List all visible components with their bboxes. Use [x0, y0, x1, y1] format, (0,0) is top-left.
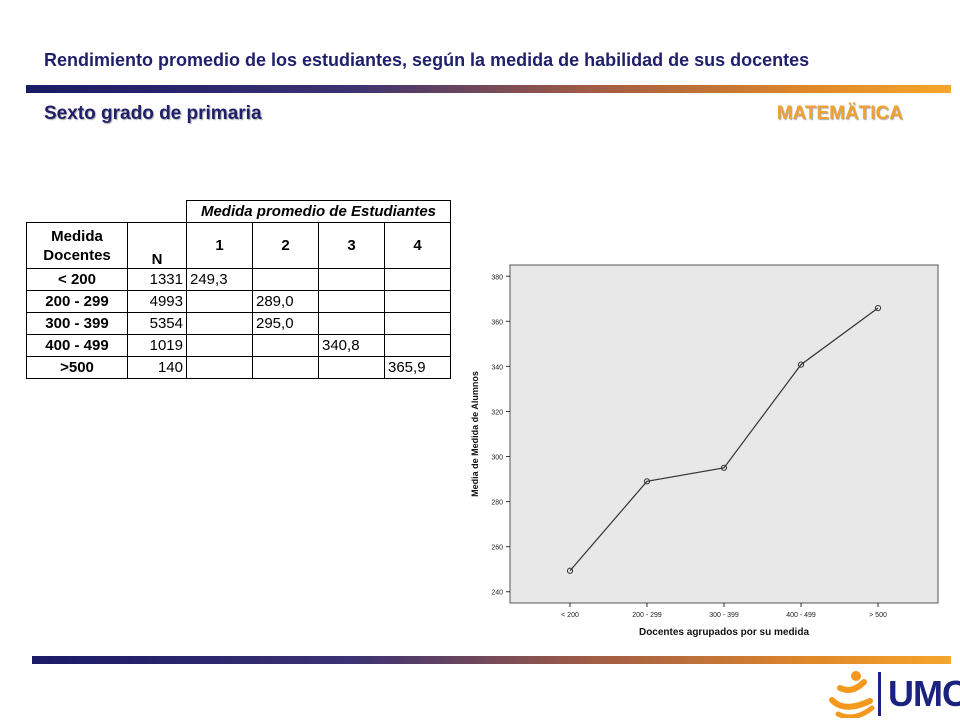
x-tick-label: 400 - 499 — [786, 612, 816, 619]
row-value — [318, 356, 385, 379]
results-table: Medida promedio de Estudiantes Medida Do… — [26, 200, 451, 379]
y-tick-label: 260 — [491, 545, 503, 552]
row-value — [186, 356, 253, 379]
table-header-group: 4 — [384, 222, 451, 269]
x-tick-label: 200 - 299 — [632, 612, 662, 619]
header-divider — [26, 85, 951, 93]
row-label: 400 - 499 — [26, 334, 128, 357]
row-n: 5354 — [127, 312, 187, 335]
y-tick-label: 380 — [491, 274, 503, 281]
x-tick-label: 300 - 399 — [709, 612, 739, 619]
y-tick-label: 280 — [491, 500, 503, 507]
table-row: >500 140 365,9 — [26, 356, 451, 379]
row-value — [186, 290, 253, 313]
x-tick-label: > 500 — [869, 612, 887, 619]
row-value — [384, 290, 451, 313]
data-point — [720, 464, 728, 471]
series-line — [569, 307, 879, 572]
row-value: 249,3 — [186, 268, 253, 291]
data-point — [566, 567, 574, 574]
x-axis-label: Docentes agrupados por su medida — [639, 627, 809, 638]
chart-frame: 240 260 280 300 320 340 360 380 < 200 200 - 299 30… — [457, 244, 951, 646]
y-tick-label: 240 — [491, 590, 503, 597]
table-header-n: N — [127, 222, 187, 269]
page-subtitle: Sexto grado de primaria — [44, 103, 262, 124]
row-value — [318, 290, 385, 313]
y-tick-label: 320 — [491, 409, 503, 416]
row-value: 289,0 — [252, 290, 319, 313]
table-row: 200 - 299 4993 289,0 — [26, 290, 451, 313]
row-n: 1331 — [127, 268, 187, 291]
row-n: 4993 — [127, 290, 187, 313]
umc-logo-icon — [829, 671, 881, 718]
table-group-header: Medida promedio de Estudiantes — [186, 200, 451, 223]
row-n: 1019 — [127, 334, 187, 357]
table-header-medida: Medida Docentes — [26, 222, 128, 269]
data-point — [643, 478, 651, 485]
x-tick-label: < 200 — [561, 612, 579, 619]
row-label: 300 - 399 — [26, 312, 128, 335]
row-value — [252, 334, 319, 357]
row-value — [252, 268, 319, 291]
line-chart: 240 260 280 300 320 340 360 380 < 200 200 - 299 30… — [470, 264, 939, 638]
table-blank-cell — [27, 201, 128, 223]
row-value: 365,9 — [384, 356, 451, 379]
row-value — [318, 312, 385, 335]
row-value — [318, 268, 385, 291]
page-title: Rendimiento promedio de los estudiantes,… — [44, 50, 810, 70]
row-label: < 200 — [26, 268, 128, 291]
row-value: 295,0 — [252, 312, 319, 335]
subject-label: MATEMÄTICA — [776, 103, 903, 124]
table-row: 400 - 499 1019 340,8 — [26, 334, 451, 357]
y-tick-label: 340 — [491, 364, 503, 371]
row-value: 340,8 — [318, 334, 385, 357]
table-row: < 200 1331 249,3 — [26, 268, 451, 291]
row-value — [384, 312, 451, 335]
row-n: 140 — [127, 356, 187, 379]
row-value — [384, 268, 451, 291]
plot-area — [509, 264, 939, 604]
table-row: 300 - 399 5354 295,0 — [26, 312, 451, 335]
data-point — [797, 361, 805, 368]
row-value — [186, 312, 253, 335]
table-header-group: 1 — [186, 222, 253, 269]
y-tick-label: 360 — [491, 319, 503, 326]
row-label: 200 - 299 — [26, 290, 128, 313]
data-point — [874, 304, 882, 312]
row-label: >500 — [26, 356, 128, 379]
y-axis-label: Media de Medida de Alumnos — [470, 371, 480, 497]
row-value — [186, 334, 253, 357]
table-header-group: 2 — [252, 222, 319, 269]
table-header-group: 3 — [318, 222, 385, 269]
logo-text: UMC — [888, 673, 960, 714]
row-value — [384, 334, 451, 357]
table-blank-cell — [128, 201, 187, 223]
y-tick-label: 300 — [491, 455, 503, 462]
row-value — [252, 356, 319, 379]
footer-divider — [32, 656, 951, 664]
